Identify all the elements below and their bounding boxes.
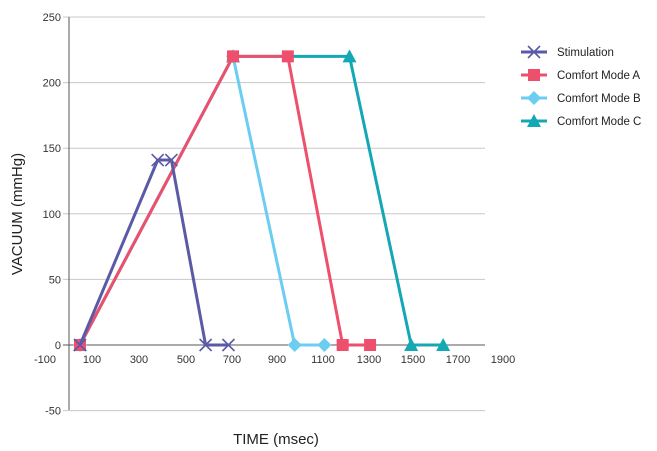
y-tick-label: 0 [55,340,61,352]
series-comfort-mode-c [73,49,451,351]
x-tick-label: 1300 [357,354,381,366]
data-point-marker [151,153,165,167]
data-point-marker [317,338,332,352]
y-tick-label: -50 [45,406,61,418]
legend-label: Stimulation [557,47,614,59]
data-point-marker [281,50,294,63]
data-point-marker [342,49,357,63]
x-tick-label: 1700 [446,354,470,366]
data-point-marker [528,69,540,81]
data-point-marker [336,339,349,351]
series-group [73,49,451,352]
data-point-marker [164,153,178,167]
series-comfort-mode-b [73,49,332,352]
y-tick-label: 200 [43,78,61,90]
legend-label: Comfort Mode B [557,93,641,105]
data-point-marker [73,338,87,352]
legend-item: Comfort Mode B [521,91,641,105]
x-tick-label: 300 [130,354,148,366]
y-tick-label: 100 [43,209,61,221]
data-point-marker [227,50,240,63]
series-stimulation [73,153,236,352]
tick-labels: -50 0 50 100 150 200 250 -100 100 300 500 700 900 110… [34,12,515,418]
x-tick-label: 100 [83,354,101,366]
x-tick-label: 1900 [491,354,515,366]
x-tick-label: 700 [223,354,241,366]
series-line [78,54,325,347]
data-point-marker [527,45,541,59]
series-comfort-mode-a [74,50,377,351]
data-point-marker [527,91,541,105]
x-tick-label: 900 [268,354,286,366]
y-tick-label: 50 [49,274,61,286]
x-tick-label: 1500 [401,354,425,366]
x-tick-label: 500 [177,354,195,366]
x-tick-label: -100 [34,354,56,366]
data-point-marker [199,338,213,352]
data-point-marker [221,338,236,352]
data-point-marker [527,114,541,127]
data-point-marker [436,338,451,351]
legend-item: Comfort Mode A [521,69,640,82]
data-point-marker [364,339,377,351]
legend-item: Stimulation [521,45,614,59]
grid-lines [63,16,485,412]
data-point-marker [404,338,419,351]
series-line [78,158,229,347]
legend-label: Comfort Mode C [557,116,641,128]
legend: Stimulation Comfort Mode A Comfort Mode B C… [521,45,641,128]
data-point-marker [287,338,302,352]
x-axis-title: TIME (msec) [233,431,319,448]
y-tick-label: 250 [43,12,61,24]
series-line [78,54,371,347]
legend-label: Comfort Mode A [557,70,640,82]
y-tick-label: 150 [43,143,61,155]
series-line [78,54,444,347]
x-tick-label: 1100 [311,354,335,366]
y-axis-title: VACUUM (mmHg) [9,153,26,275]
legend-item: Comfort Mode C [521,114,641,128]
